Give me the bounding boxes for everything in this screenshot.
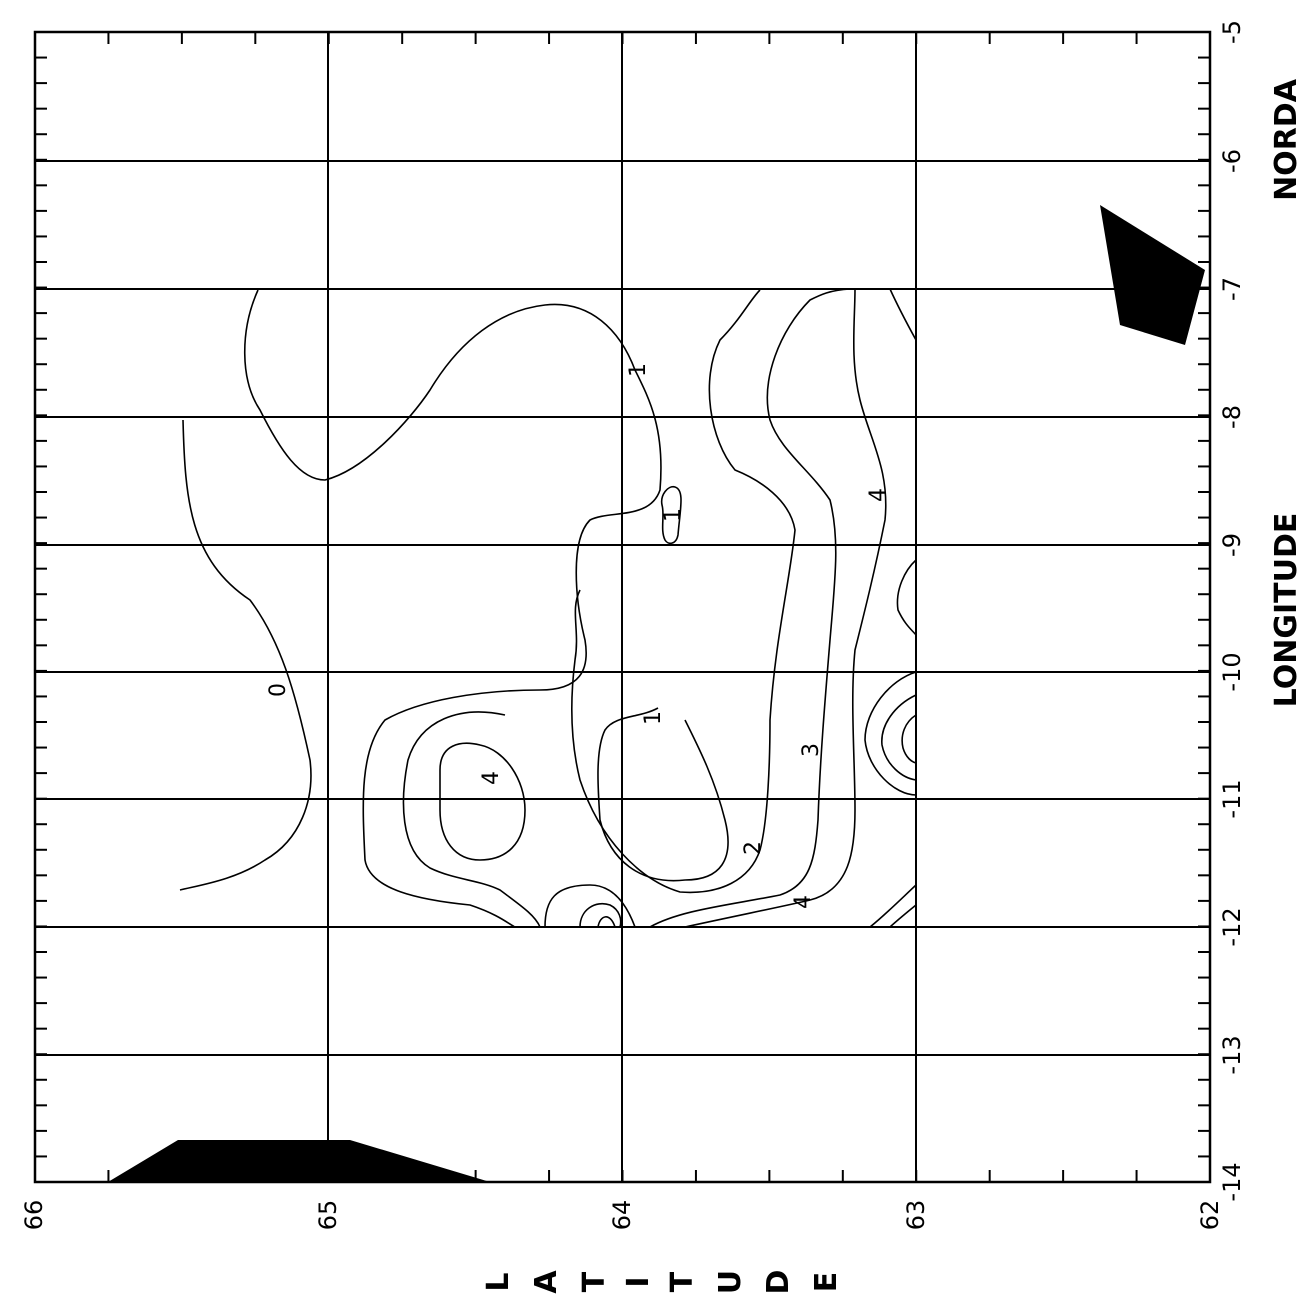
grid bbox=[35, 32, 1210, 1182]
tick-marks bbox=[35, 32, 1210, 1182]
latitude-title-letter: A bbox=[529, 1270, 564, 1294]
contour-line-5-north bbox=[889, 288, 917, 341]
contour-line-0-west bbox=[179, 419, 312, 891]
contour-label: 4 bbox=[479, 771, 504, 785]
latitude-title-letter: T bbox=[665, 1271, 700, 1292]
land-mass-iceland bbox=[108, 1140, 490, 1182]
latitude-title-letter: E bbox=[809, 1272, 844, 1293]
contour-line-2 bbox=[570, 289, 796, 894]
latitude-tick-label: 66 bbox=[20, 1200, 48, 1231]
longitude-tick-labels: -14 -13 -12 -11 -10 -9 -8 -7 -6 -5 bbox=[1218, 20, 1246, 1202]
latitude-tick-label: 64 bbox=[608, 1200, 636, 1231]
contour-line-5-south-outer bbox=[864, 671, 917, 796]
latitude-title-letter: L bbox=[481, 1272, 516, 1291]
latitude-tick-label: 65 bbox=[314, 1200, 342, 1231]
contour-labels: 0 1 1 1 2 3 4 4 4 bbox=[266, 363, 891, 909]
longitude-tick-label: -7 bbox=[1218, 277, 1246, 301]
longitude-axis-title: LONGITUDE bbox=[1269, 513, 1304, 708]
longitude-tick-label: -5 bbox=[1218, 20, 1246, 44]
longitude-tick-label: -12 bbox=[1218, 907, 1246, 946]
longitude-tick-label: -9 bbox=[1218, 533, 1246, 557]
contour-line-1-inner bbox=[597, 707, 729, 882]
longitude-tick-label: -14 bbox=[1218, 1162, 1246, 1201]
contour-label: 1 bbox=[661, 508, 686, 522]
latitude-tick-label: 62 bbox=[1196, 1200, 1224, 1231]
contour-label: 3 bbox=[799, 743, 824, 757]
contour-line-5-corner-a bbox=[869, 884, 917, 928]
contour-label: 0 bbox=[266, 683, 291, 697]
contour-line-4-arc-a bbox=[544, 884, 636, 928]
longitude-tick-label: -8 bbox=[1218, 405, 1246, 429]
contour-line-5-east bbox=[896, 559, 917, 636]
contour-label: 2 bbox=[741, 841, 766, 855]
contour-line-4-arc-c bbox=[597, 916, 616, 928]
contour-line-1-outer bbox=[362, 369, 662, 928]
contour-line-5-south-inner bbox=[901, 714, 917, 764]
contour-label: 4 bbox=[791, 895, 816, 909]
contour-line-4-south bbox=[684, 809, 856, 928]
credit-label: NORDA bbox=[1269, 78, 1304, 201]
latitude-title-letter: I bbox=[621, 1276, 656, 1287]
latitude-tick-label: 63 bbox=[902, 1200, 930, 1231]
longitude-tick-label: -10 bbox=[1218, 652, 1246, 691]
longitude-tick-label: -11 bbox=[1218, 779, 1246, 818]
latitude-title-letter: D bbox=[761, 1270, 796, 1295]
land-mass-faroe-islands bbox=[1100, 205, 1205, 345]
contour-line-1-closed bbox=[660, 485, 682, 545]
longitude-tick-label: -13 bbox=[1218, 1035, 1246, 1074]
latitude-title-letter: T bbox=[577, 1271, 612, 1292]
contour-line-4-arc-b bbox=[579, 903, 622, 928]
contour-line-5-south-mid bbox=[881, 694, 917, 781]
contour-line-4-closed bbox=[439, 742, 526, 861]
contour-line-0-north bbox=[243, 289, 636, 481]
contour-line-4-east bbox=[851, 288, 887, 811]
latitude-axis-title: L A T I T U D E bbox=[481, 1270, 844, 1295]
latitude-title-letter: U bbox=[713, 1270, 748, 1294]
latitude-tick-labels: 66 65 64 63 62 bbox=[20, 1200, 1224, 1231]
contour-label: 1 bbox=[626, 363, 651, 377]
contour-lines bbox=[179, 288, 917, 928]
contour-line-3 bbox=[649, 288, 851, 928]
contour-line-3-west bbox=[402, 711, 541, 928]
longitude-tick-label: -6 bbox=[1218, 149, 1246, 173]
contour-label: 1 bbox=[641, 711, 666, 725]
contour-line-5-corner-b bbox=[889, 904, 917, 928]
contour-label: 4 bbox=[866, 488, 891, 502]
